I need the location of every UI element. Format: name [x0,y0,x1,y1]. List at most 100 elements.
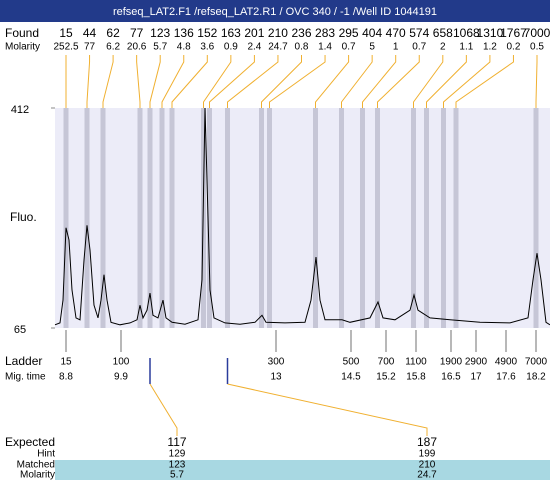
found-molarity: 77 [84,42,96,53]
found-size: 295 [339,26,359,40]
mig-time-label: Mig. time [5,372,46,383]
expected-cell: 117 [167,435,186,449]
leader-line [136,55,141,108]
peak-band [411,108,416,328]
found-size: 62 [106,26,120,40]
found-molarity: 1 [393,42,399,53]
found-molarity: 2 [440,42,446,53]
expected-row-label: Molarity [20,470,55,480]
found-size: 236 [291,26,311,40]
expected-cell: 129 [169,449,186,460]
ladder-size: 700 [378,357,395,368]
leader-line [203,55,232,108]
peak-band [147,108,153,328]
leader-line [426,55,467,108]
leader-line [362,55,397,108]
ladder-label: Ladder [5,354,42,368]
found-molarity: 0.8 [295,42,309,53]
leader-line [149,55,161,108]
peak-band [533,108,539,328]
leader-line [161,55,185,108]
leader-line [102,55,114,108]
peak-band [225,108,230,328]
found-molarity: 1.2 [483,42,497,53]
expected-row-label: Matched [17,460,55,471]
leader-line [341,55,373,108]
trace [54,107,550,326]
peak-band [424,108,429,328]
expected-cell: 5.7 [170,470,184,480]
peak-band [100,108,106,328]
peak-band [259,108,264,328]
leader-line [443,55,491,108]
found-size: 136 [174,26,194,40]
leader-line [535,55,538,108]
expected-row-label: Expected [5,435,55,449]
found-size: 470 [386,26,406,40]
found-molarity: 4.8 [177,42,191,53]
header-bar [0,0,550,22]
found-size: 44 [83,26,97,40]
ladder-size: 2900 [465,357,488,368]
peak-band [169,108,175,328]
found-size: 1310 [477,26,504,40]
found-molarity: 0.5 [530,42,544,53]
peak-band [63,108,69,328]
found-size: 574 [409,26,429,40]
found-molarity: 1.1 [459,42,473,53]
leader-line [227,55,279,108]
chart-title: refseq_LAT2.F1 /refseq_LAT2.R1 / OVC 340… [113,6,437,18]
ladder-size: 1900 [440,357,463,368]
ladder-size: 15 [60,357,72,368]
found-molarity: 2.4 [247,42,261,53]
found-molarity: 0.2 [506,42,520,53]
leader-line [455,55,514,108]
found-size: 123 [150,26,170,40]
found-size: 1767 [500,26,527,40]
peak-band [267,108,272,328]
leader-line [377,55,420,108]
expected-cell: 187 [417,435,437,449]
leader-line [171,55,208,108]
ladder-size: 7000 [525,357,548,368]
peak-band [207,108,212,328]
found-molarity: 5.7 [153,42,167,53]
peak-band [339,108,344,328]
peak-band [159,108,165,328]
leader-line [261,55,302,108]
y-tick-label: 412 [11,104,29,116]
ladder-time: 16.5 [441,372,461,383]
expected-cell: 24.7 [417,470,437,480]
ladder-time: 15.2 [376,372,396,383]
expected-cell: 210 [419,460,436,471]
ladder-size: 1100 [405,357,427,368]
found-size: 77 [130,26,144,40]
y-tick-label: 65 [14,324,26,336]
ladder-time: 15.8 [406,372,426,383]
found-size: 201 [244,26,264,40]
found-size: 210 [268,26,288,40]
ladder-time: 18.2 [526,372,546,383]
found-molarity: 252.5 [53,42,78,53]
peak-band [313,108,318,328]
molarity-label: Molarity [5,42,40,53]
ladder-time: 13 [270,372,282,383]
ladder-time: 17.6 [496,372,516,383]
peak-band [84,108,90,328]
found-size: 1068 [453,26,480,40]
peak-band [375,108,380,328]
found-size: 404 [362,26,382,40]
found-label: Found [5,26,39,40]
matched-row-bg [55,460,550,470]
ladder-size: 500 [343,357,360,368]
expected-row-label: Hint [37,449,55,460]
found-molarity: 0.7 [412,42,426,53]
leader-line [315,55,350,108]
found-molarity: 1.4 [318,42,332,53]
expected-cell: 199 [419,449,436,460]
found-size: 15 [59,26,73,40]
ladder-time: 17 [470,372,482,383]
found-molarity: 0.7 [342,42,356,53]
found-molarity: 5 [369,42,375,53]
